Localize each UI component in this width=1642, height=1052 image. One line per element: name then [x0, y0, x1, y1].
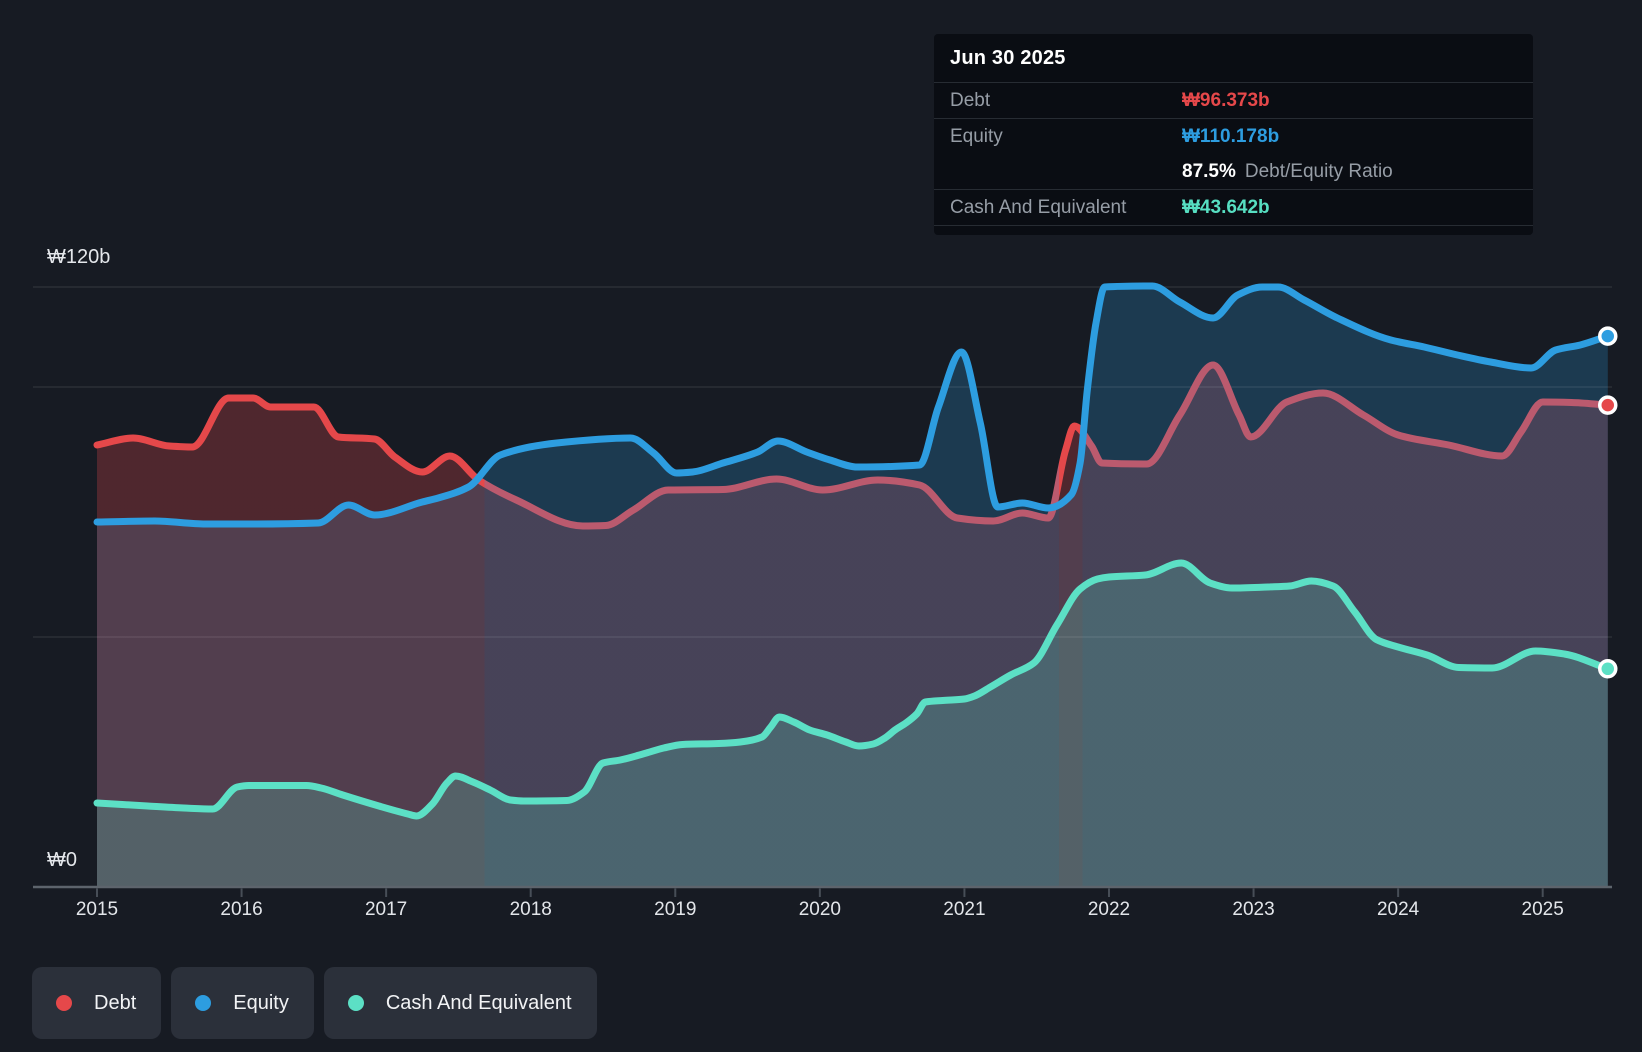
tooltip-ratio-label: Debt/Equity Ratio [1245, 161, 1393, 182]
tooltip-row-equity: Equity ₩110.178b [934, 118, 1533, 154]
tooltip-equity-value: ₩110.178b [1182, 126, 1517, 148]
tooltip-debt-value: ₩96.373b [1182, 90, 1517, 112]
legend-dot-icon [348, 995, 364, 1011]
legend-label: Cash And Equivalent [386, 992, 572, 1015]
legend-item-equity[interactable]: Equity [171, 967, 314, 1039]
tooltip-debt-label: Debt [950, 90, 1182, 112]
x-axis-label-2025: 2025 [1522, 899, 1564, 921]
debt-equity-history-panel: ₩120b ₩0 2015 2016 2017 2018 2019 2020 2021 202… [0, 0, 1642, 1052]
x-axis-label-2024: 2024 [1377, 899, 1419, 921]
x-axis-label-2017: 2017 [365, 899, 407, 921]
end-marker-debt [1600, 397, 1616, 413]
x-axis-label-2023: 2023 [1232, 899, 1274, 921]
end-marker-cash-and-equivalent [1600, 661, 1616, 677]
legend-label: Equity [233, 992, 289, 1015]
y-axis-label-zero: ₩0 [47, 848, 77, 872]
x-axis-label-2016: 2016 [220, 899, 262, 921]
legend-label: Debt [94, 992, 136, 1015]
x-axis-label-2018: 2018 [510, 899, 552, 921]
x-axis-label-2022: 2022 [1088, 899, 1130, 921]
tooltip-cash-value: ₩43.642b [1182, 197, 1517, 219]
legend-dot-icon [195, 995, 211, 1011]
tooltip-row-debt: Debt ₩96.373b [934, 82, 1533, 118]
tooltip-row-ratio: 87.5% Debt/Equity Ratio [934, 154, 1533, 189]
end-marker-equity [1600, 328, 1616, 344]
tooltip-date: Jun 30 2025 [934, 34, 1533, 82]
x-axis-label-2020: 2020 [799, 899, 841, 921]
chart-legend: Debt Equity Cash And Equivalent [32, 967, 597, 1039]
legend-dot-icon [56, 995, 72, 1011]
tooltip-ratio-value: 87.5% [1182, 161, 1236, 182]
chart-tooltip: Jun 30 2025 Debt ₩96.373b Equity ₩110.17… [934, 34, 1533, 235]
tooltip-ratio: 87.5% Debt/Equity Ratio [1182, 161, 1517, 183]
x-axis-label-2019: 2019 [654, 899, 696, 921]
legend-item-debt[interactable]: Debt [32, 967, 161, 1039]
x-axis-label-2015: 2015 [76, 899, 118, 921]
x-axis-label-2021: 2021 [943, 899, 985, 921]
tooltip-equity-label: Equity [950, 126, 1182, 148]
y-axis-label-top: ₩120b [47, 245, 110, 269]
legend-item-cash-and-equivalent[interactable]: Cash And Equivalent [324, 967, 597, 1039]
tooltip-cash-label: Cash And Equivalent [950, 197, 1182, 219]
tooltip-row-cash: Cash And Equivalent ₩43.642b [934, 189, 1533, 226]
